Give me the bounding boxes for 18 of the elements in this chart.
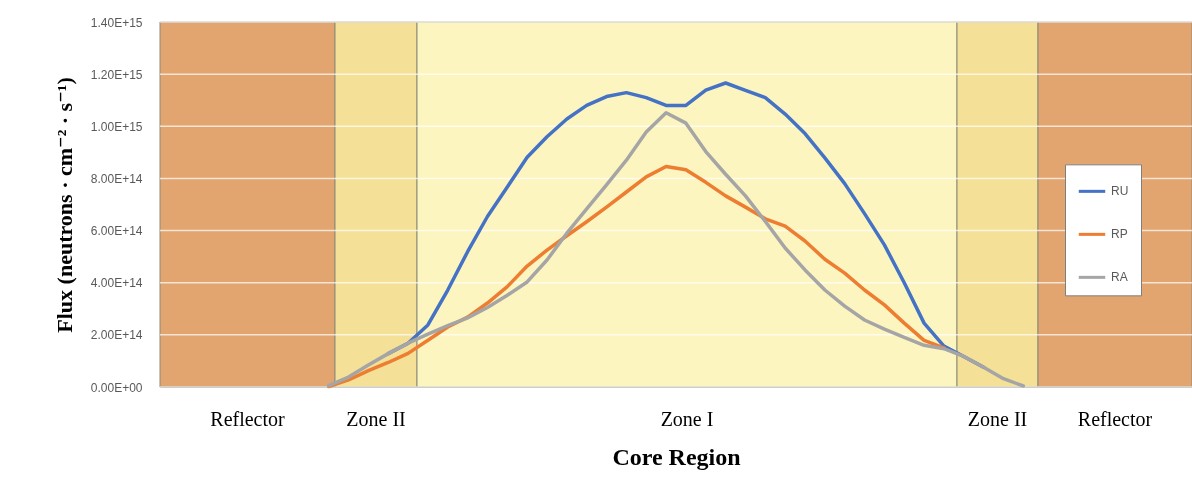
text: Zone I <box>660 408 714 430</box>
y-tick-label: 2.00E+14 <box>90 328 143 343</box>
legend-label: RA <box>1111 270 1128 285</box>
y-axis-title: Flux (neutrons · cm⁻² · s⁻¹) <box>51 77 77 333</box>
legend-label: RP <box>1111 227 1128 242</box>
y-tick-label: 8.00E+14 <box>90 171 143 186</box>
y-tick-label: 4.00E+14 <box>90 276 143 291</box>
text: Reflector <box>1077 408 1153 430</box>
y-tick-label: 1.20E+15 <box>90 67 143 82</box>
text: Zone II <box>346 408 406 430</box>
y-tick-label: 0.00E+00 <box>90 380 143 395</box>
y-tick-label: 6.00E+14 <box>90 224 143 239</box>
legend-label: RU <box>1111 184 1129 199</box>
x-axis-title: Core Region <box>612 443 741 470</box>
y-tick-label: 1.40E+15 <box>90 15 143 30</box>
text: Zone II <box>967 408 1028 430</box>
text: Reflector <box>210 408 286 430</box>
y-tick-label: 1.00E+15 <box>90 119 143 134</box>
